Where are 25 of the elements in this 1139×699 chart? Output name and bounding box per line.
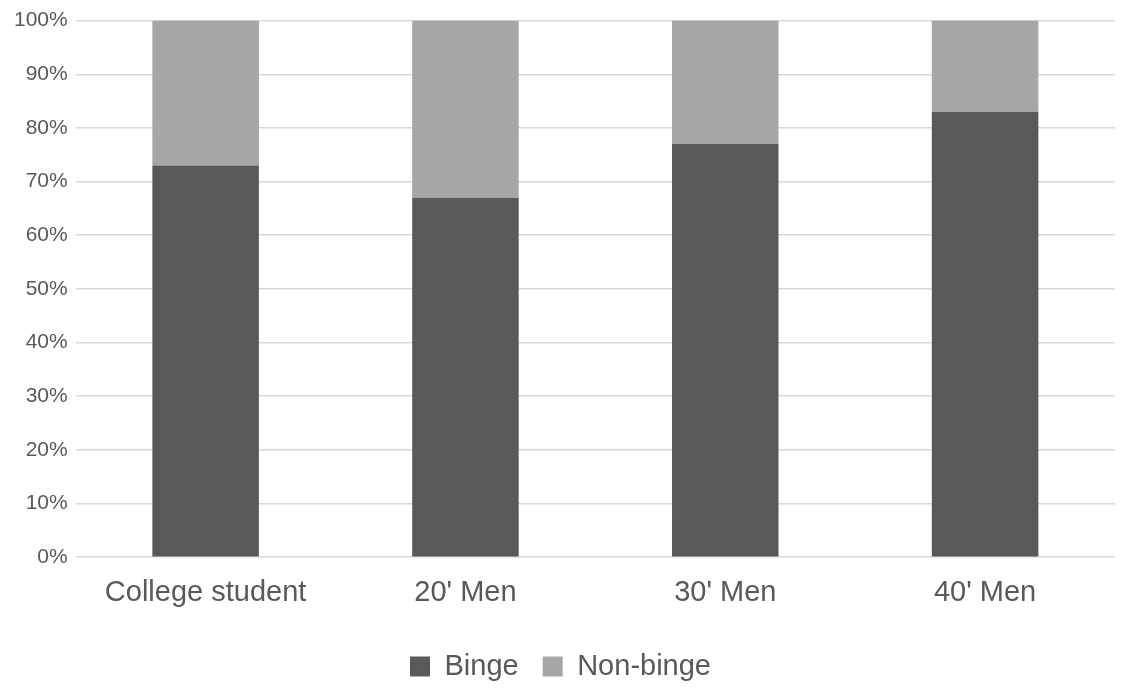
y-tick-label: 0% [37,544,68,567]
y-tick-label: 60% [25,222,68,246]
bar [412,197,519,557]
legend-label: Binge [444,648,519,681]
x-tick-label: 40' Men [933,574,1037,607]
x-tick-label: College student [104,574,307,607]
y-tick-label: 50% [25,275,68,299]
x-tick-label: 30' Men [674,574,777,607]
legend-label: Non-binge [577,648,712,681]
y-tick-label: 90% [25,61,68,85]
y-tick-label: 30% [25,383,68,407]
bar [152,165,259,557]
y-tick-label: 10% [25,490,68,514]
bar [931,20,1039,112]
bar [672,144,779,557]
y-tick-label: 100% [13,7,68,31]
y-tick-label: 40% [25,329,68,353]
bar [152,20,259,166]
x-tick-label: 20' Men [414,574,517,607]
bar [931,111,1039,557]
y-tick-label: 70% [25,168,68,192]
bar [672,20,779,145]
bar [412,20,519,198]
y-tick-label: 20% [25,436,68,460]
y-tick-label: 80% [25,114,68,138]
